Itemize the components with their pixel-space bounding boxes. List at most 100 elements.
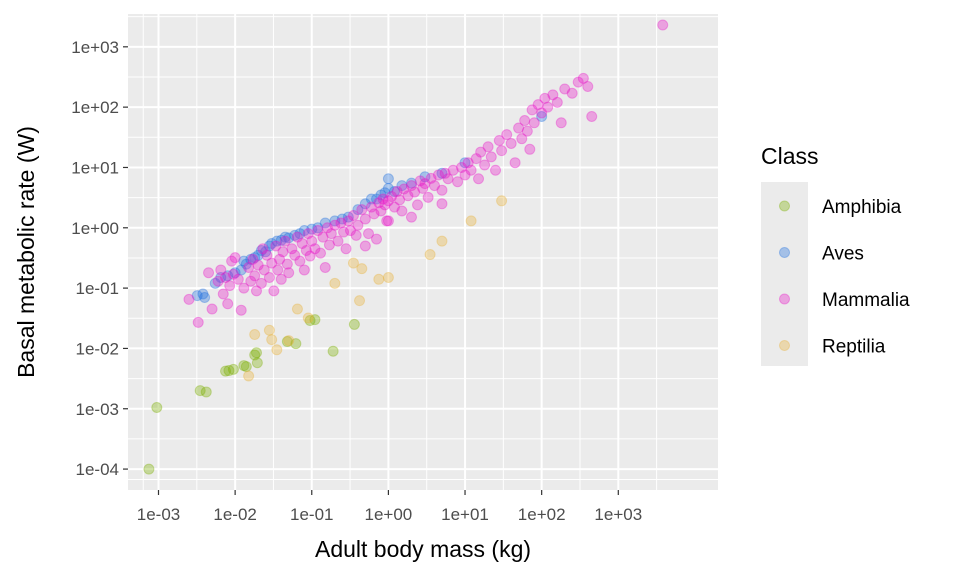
data-point-mammalia xyxy=(298,264,310,276)
data-point-aves xyxy=(199,291,211,303)
data-point-mammalia xyxy=(314,247,326,259)
data-point-mammalia xyxy=(291,231,303,243)
data-point-mammalia xyxy=(371,233,383,245)
data-point-mammalia xyxy=(429,180,441,192)
legend-key-mammalia xyxy=(779,293,790,305)
data-point-mammalia xyxy=(274,253,286,265)
data-point-mammalia xyxy=(391,185,403,197)
data-point-mammalia xyxy=(359,240,371,252)
data-point-aves xyxy=(342,211,354,223)
data-point-mammalia xyxy=(521,125,533,137)
data-point-mammalia xyxy=(243,261,255,273)
data-point-aves xyxy=(260,246,272,258)
data-point-mammalia xyxy=(386,191,398,203)
data-point-aves xyxy=(294,228,306,240)
data-point-reptilia xyxy=(283,335,295,347)
y-tick-label: 1e-03 xyxy=(76,400,119,419)
data-point-aves xyxy=(240,258,252,270)
y-tick-label: 1e-04 xyxy=(76,460,119,479)
data-point-mammalia xyxy=(321,222,333,234)
data-point-mammalia xyxy=(375,205,387,217)
data-point-aves xyxy=(319,217,331,229)
data-point-mammalia xyxy=(368,208,380,220)
data-point-aves xyxy=(263,240,275,252)
data-point-mammalia xyxy=(335,217,347,229)
data-point-mammalia xyxy=(224,280,236,292)
data-point-mammalia xyxy=(363,228,374,240)
data-point-mammalia xyxy=(555,117,567,129)
data-point-mammalia xyxy=(485,151,497,163)
data-point-reptilia xyxy=(249,329,261,341)
data-point-mammalia xyxy=(359,213,371,225)
x-tick-label: 1e+02 xyxy=(518,505,566,524)
data-point-aves xyxy=(255,245,267,257)
x-tick-label: 1e+03 xyxy=(594,505,642,524)
data-point-mammalia xyxy=(309,243,321,255)
data-point-mammalia xyxy=(250,285,262,297)
legend-key-aves xyxy=(779,247,790,258)
y-tick-label: 1e-01 xyxy=(76,279,119,298)
data-point-mammalia xyxy=(526,104,538,116)
data-point-mammalia xyxy=(582,80,594,92)
data-point-reptilia xyxy=(302,312,314,324)
data-point-amphibia xyxy=(227,363,239,375)
x-tick-label: 1e-02 xyxy=(213,505,256,524)
data-point-aves xyxy=(197,288,209,300)
data-point-mammalia xyxy=(524,143,536,155)
data-point-mammalia xyxy=(532,99,544,111)
data-point-mammalia xyxy=(286,243,298,255)
data-point-mammalia xyxy=(215,264,227,276)
data-point-reptilia xyxy=(263,324,275,336)
legend-key-background xyxy=(761,182,808,366)
data-point-mammalia xyxy=(302,228,314,240)
data-point-amphibia xyxy=(200,386,212,398)
x-tick-label: 1e+00 xyxy=(365,505,413,524)
data-point-mammalia xyxy=(279,235,291,247)
data-point-mammalia xyxy=(388,201,400,213)
data-point-mammalia xyxy=(493,134,505,146)
data-point-mammalia xyxy=(296,237,308,249)
data-point-mammalia xyxy=(312,225,324,237)
data-point-mammalia xyxy=(473,173,485,185)
legend-key-amphibia xyxy=(779,200,790,212)
data-point-mammalia xyxy=(566,87,578,99)
data-point-amphibia xyxy=(309,314,321,326)
data-point-amphibia xyxy=(151,401,163,413)
data-point-mammalia xyxy=(539,92,551,104)
data-point-aves xyxy=(379,187,391,199)
data-point-mammalia xyxy=(344,225,356,237)
data-point-mammalia xyxy=(347,209,359,221)
y-tick-label: 1e+03 xyxy=(71,38,119,57)
data-point-mammalia xyxy=(432,169,444,181)
minor-grid xyxy=(128,14,718,490)
data-point-aves xyxy=(388,185,400,197)
y-tick-label: 1e+02 xyxy=(71,98,119,117)
data-point-reptilia xyxy=(424,249,436,261)
data-point-mammalia xyxy=(382,195,394,207)
data-point-mammalia xyxy=(263,271,275,283)
y-tick-label: 1e+00 xyxy=(71,219,119,238)
data-point-mammalia xyxy=(270,240,282,252)
data-point-mammalia xyxy=(342,215,354,227)
data-point-mammalia xyxy=(482,141,494,153)
data-point-mammalia xyxy=(317,231,329,243)
data-point-mammalia xyxy=(306,235,318,247)
data-point-mammalia xyxy=(496,145,508,157)
data-point-reptilia xyxy=(382,271,394,283)
data-point-mammalia xyxy=(447,164,459,176)
y-tick-label: 1e+01 xyxy=(71,158,119,177)
data-point-mammalia xyxy=(419,178,431,190)
data-point-mammalia xyxy=(212,275,224,287)
data-point-aves xyxy=(279,231,291,243)
data-point-mammalia xyxy=(559,83,571,95)
data-point-aves xyxy=(405,177,417,189)
legend-items: Amphibia Aves Mammalia Reptilia xyxy=(761,182,910,366)
data-point-aves xyxy=(191,290,203,302)
data-point-aves xyxy=(352,204,364,216)
data-point-mammalia xyxy=(542,101,554,113)
data-point-mammalia xyxy=(462,157,474,169)
data-point-mammalia xyxy=(268,285,280,297)
data-point-mammalia xyxy=(272,264,284,276)
data-point-mammalia xyxy=(505,137,517,149)
